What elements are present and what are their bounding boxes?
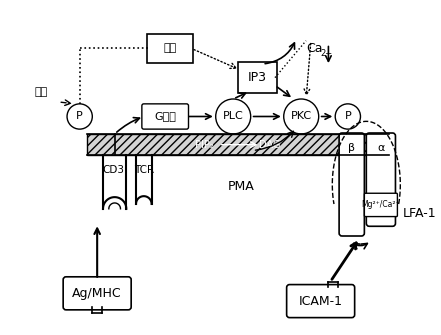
Text: α: α	[377, 143, 385, 152]
Text: PKC: PKC	[291, 112, 312, 122]
FancyBboxPatch shape	[287, 285, 355, 318]
FancyBboxPatch shape	[63, 277, 131, 310]
Text: LFA-1: LFA-1	[403, 207, 437, 220]
Text: P: P	[344, 112, 351, 122]
Text: G蛋白: G蛋白	[154, 112, 176, 122]
FancyBboxPatch shape	[147, 34, 193, 63]
FancyBboxPatch shape	[238, 62, 277, 93]
Text: PIP₂: PIP₂	[194, 140, 213, 150]
Text: PLC: PLC	[223, 112, 243, 122]
Bar	[87, 134, 389, 155]
Text: CD3: CD3	[103, 165, 125, 175]
Text: Ca: Ca	[306, 42, 322, 55]
Circle shape	[335, 104, 360, 129]
Text: IP3: IP3	[248, 71, 267, 84]
Text: PMA: PMA	[228, 180, 254, 193]
Circle shape	[216, 99, 250, 134]
Text: Mg²⁺/Ca²⁺: Mg²⁺/Ca²⁺	[362, 200, 400, 209]
Text: DAG: DAG	[259, 140, 281, 150]
Circle shape	[284, 99, 319, 134]
Text: ICAM-1: ICAM-1	[299, 294, 343, 308]
Text: Ag/MHC: Ag/MHC	[72, 287, 122, 300]
FancyBboxPatch shape	[142, 104, 188, 129]
FancyBboxPatch shape	[339, 133, 364, 236]
Text: 反馈: 反馈	[164, 44, 177, 54]
FancyBboxPatch shape	[364, 193, 397, 216]
Text: P: P	[76, 112, 83, 122]
Text: TCR: TCR	[134, 165, 154, 175]
Text: 调变: 调变	[34, 87, 48, 97]
Text: β: β	[348, 143, 355, 152]
Text: 2+: 2+	[321, 49, 333, 58]
Circle shape	[67, 104, 92, 129]
FancyBboxPatch shape	[366, 133, 396, 226]
